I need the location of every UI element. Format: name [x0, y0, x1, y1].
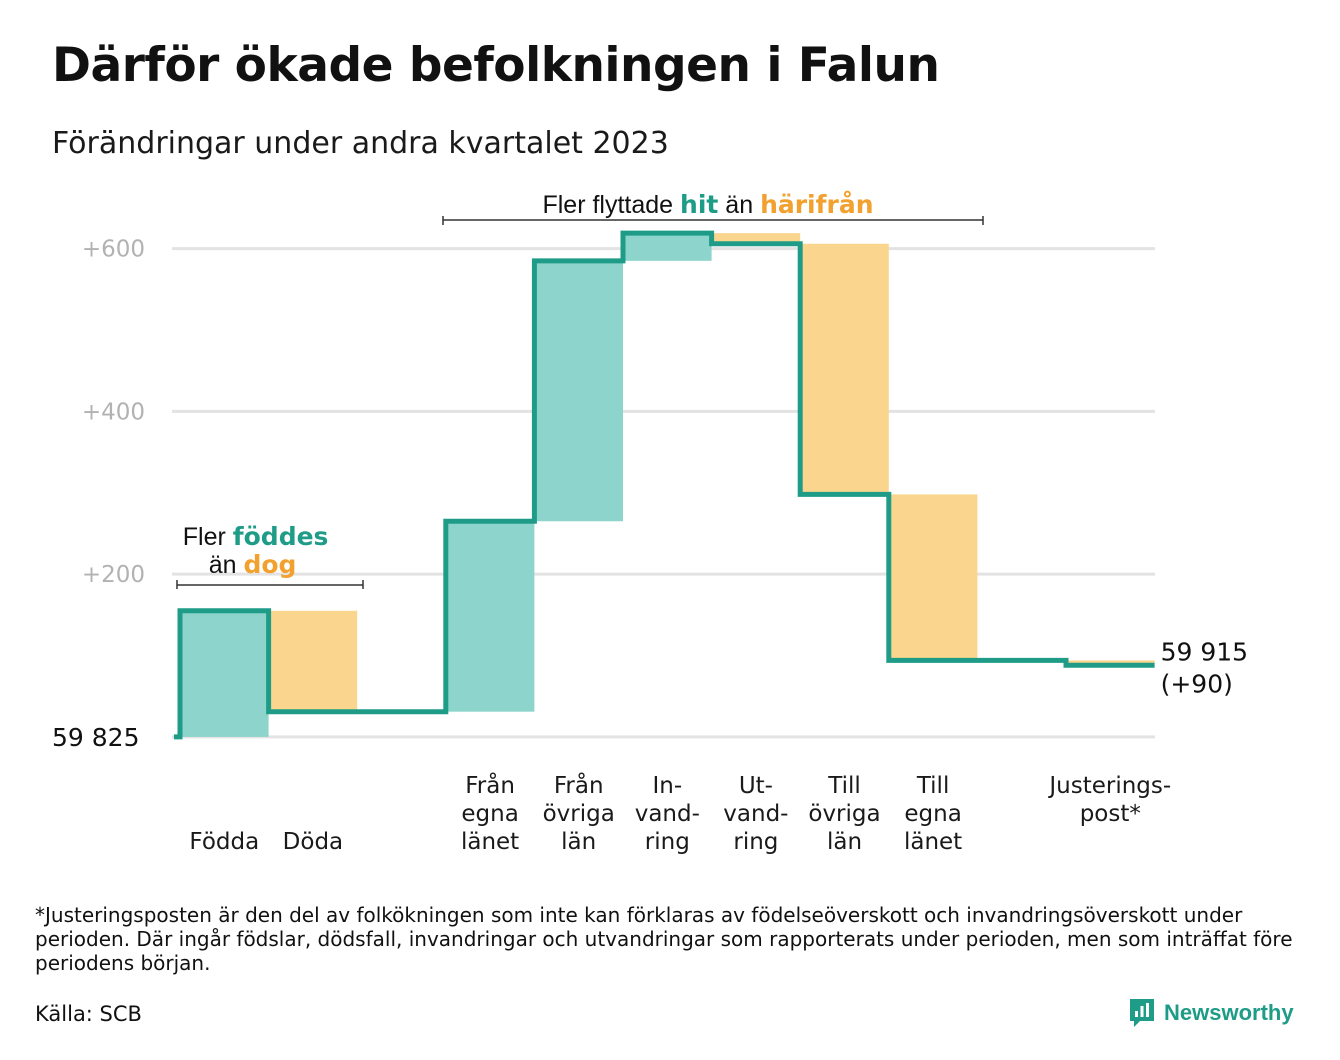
migration-annotation-mid: än [718, 191, 760, 219]
births-annotation-highlight: föddes [233, 522, 329, 551]
x-category-label: länet [904, 829, 962, 855]
x-category-label: Till [916, 773, 950, 799]
deaths-annotation-highlight: dog [243, 550, 296, 579]
x-category-label: post* [1080, 801, 1141, 827]
increase-bar [445, 521, 535, 712]
x-category-label: övriga [543, 801, 615, 827]
x-category-label: egna [461, 801, 518, 827]
x-category-label: län [561, 829, 596, 855]
chart-subtitle: Förändringar under andra kvartalet 2023 [52, 126, 669, 161]
x-category-label: Justerings- [1047, 773, 1171, 799]
chart-title: Därför ökade befolkningen i Falun [52, 38, 940, 93]
y-tick-label: +400 [82, 399, 145, 425]
x-category-label: ring [733, 829, 778, 855]
newsworthy-logo: Newsworthy [1128, 997, 1294, 1029]
migration-annotation-prefix: Fler flyttade [542, 191, 680, 219]
x-category-label: län [827, 829, 862, 855]
x-category-label: vand- [723, 801, 788, 827]
y-tick-label: +600 [82, 237, 145, 263]
x-category-label: Döda [283, 829, 343, 855]
x-category-label: Till [827, 773, 861, 799]
increase-bar [623, 233, 712, 261]
start-value-label: 59 825 [52, 723, 139, 752]
deaths-annotation-prefix: än [209, 551, 244, 579]
newsworthy-logo-icon [1130, 999, 1154, 1027]
y-tick-label: +200 [82, 562, 145, 588]
end-value-label: 59 915 [1161, 637, 1248, 666]
x-category-label: vand- [635, 801, 700, 827]
births-annotation-prefix: Fler [183, 523, 233, 551]
decrease-bar [268, 610, 358, 712]
x-category-label: ring [645, 829, 690, 855]
x-category-label: Från [554, 771, 604, 799]
migration-annotation: Fler flyttade hit än härifrån [542, 190, 873, 219]
births-annotation-line1: Fler föddes [183, 522, 329, 551]
newsworthy-logo-text: Newsworthy [1164, 1000, 1294, 1025]
x-category-label: Ut- [739, 773, 773, 799]
migration-annotation-harifran: härifrån [760, 190, 873, 219]
decrease-bar [888, 494, 978, 661]
x-category-label: egna [904, 801, 961, 827]
source-label: Källa: SCB [35, 1002, 142, 1026]
births-annotation-line2: än dog [209, 550, 297, 579]
end-change-label: (+90) [1161, 669, 1233, 698]
decrease-bar [711, 233, 801, 244]
increase-bar [534, 260, 623, 522]
migration-annotation-hit: hit [680, 190, 718, 219]
decrease-bar [800, 243, 889, 495]
increase-bar [180, 610, 269, 737]
x-category-label: In- [652, 773, 682, 799]
cumulative-step-line [174, 230, 1155, 740]
x-category-label: övriga [808, 801, 880, 827]
footnote: *Justeringsposten är den del av folkökni… [35, 903, 1293, 975]
x-category-label: Från [465, 771, 515, 799]
x-category-label: länet [461, 829, 519, 855]
x-category-label: Födda [189, 829, 259, 855]
